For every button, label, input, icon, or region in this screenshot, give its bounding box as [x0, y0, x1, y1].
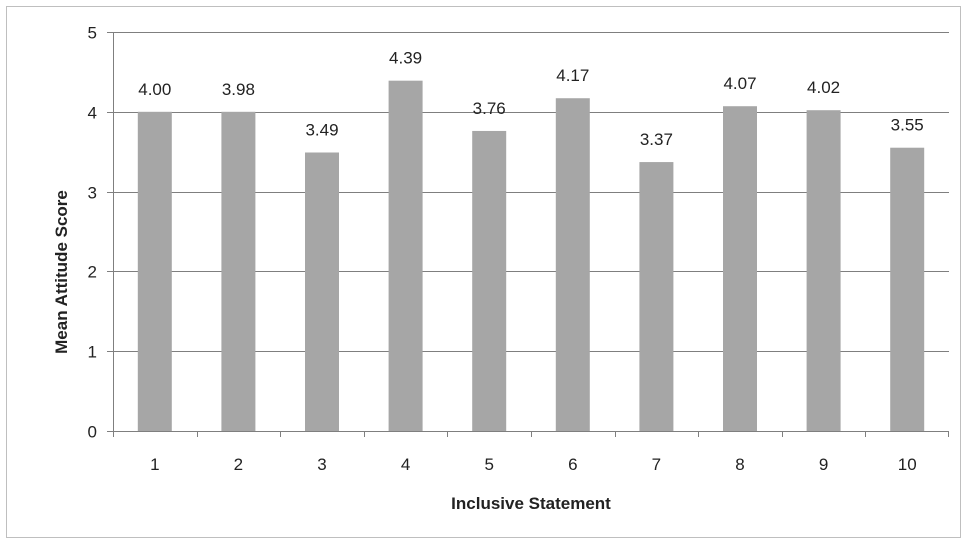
data-label-statement-5: 3.76 — [473, 99, 506, 118]
y-tick-label: 4 — [88, 104, 97, 123]
x-tick-label: 1 — [150, 455, 159, 474]
y-tick-label: 5 — [88, 24, 97, 43]
bar-statement-4 — [388, 80, 423, 431]
x-tick-label: 6 — [568, 455, 577, 474]
bar-statement-5 — [472, 130, 507, 431]
x-tick-label: 10 — [898, 455, 917, 474]
y-tick-label: 3 — [88, 184, 97, 203]
data-label-statement-2: 3.98 — [222, 80, 255, 99]
data-label-statement-8: 4.07 — [723, 74, 756, 93]
bar-statement-2 — [221, 111, 256, 432]
bar-statement-9 — [806, 110, 841, 431]
tick-labels: 0 1 2 3 4 5 1 2 3 4 5 6 7 8 9 10 — [88, 24, 917, 475]
bars — [137, 80, 925, 432]
bar-statement-8 — [723, 106, 757, 432]
data-label-statement-1: 4.00 — [138, 80, 171, 99]
y-tick-label: 0 — [88, 423, 97, 442]
x-tick-label: 2 — [234, 455, 243, 474]
bar-statement-6 — [555, 98, 590, 431]
x-tick-label: 4 — [401, 455, 410, 474]
data-label-statement-6: 4.17 — [556, 66, 589, 85]
x-tick-label: 3 — [317, 455, 326, 474]
x-tick-label: 7 — [652, 455, 661, 474]
bar-statement-10 — [890, 147, 925, 431]
bar-statement-7 — [639, 162, 674, 431]
y-tick-label: 2 — [88, 263, 97, 282]
data-labels: 4.00 3.98 3.49 4.39 3.76 4.17 3.37 4.07 4.02 3.55 — [138, 49, 923, 149]
bar-statement-1 — [137, 111, 172, 432]
data-label-statement-10: 3.55 — [891, 116, 924, 135]
x-tick-label: 9 — [819, 455, 828, 474]
y-axis-title: Mean Attitude Score — [52, 190, 71, 354]
y-tick-label: 1 — [88, 343, 97, 362]
x-tick-label: 8 — [735, 455, 744, 474]
axes — [107, 32, 949, 437]
data-label-statement-9: 4.02 — [807, 78, 840, 97]
data-label-statement-4: 4.39 — [389, 49, 422, 68]
data-label-statement-3: 3.49 — [305, 120, 338, 139]
data-label-statement-7: 3.37 — [640, 130, 673, 149]
x-axis-title: Inclusive Statement — [451, 494, 611, 513]
x-tick-label: 5 — [484, 455, 493, 474]
bar-statement-3 — [305, 152, 339, 432]
